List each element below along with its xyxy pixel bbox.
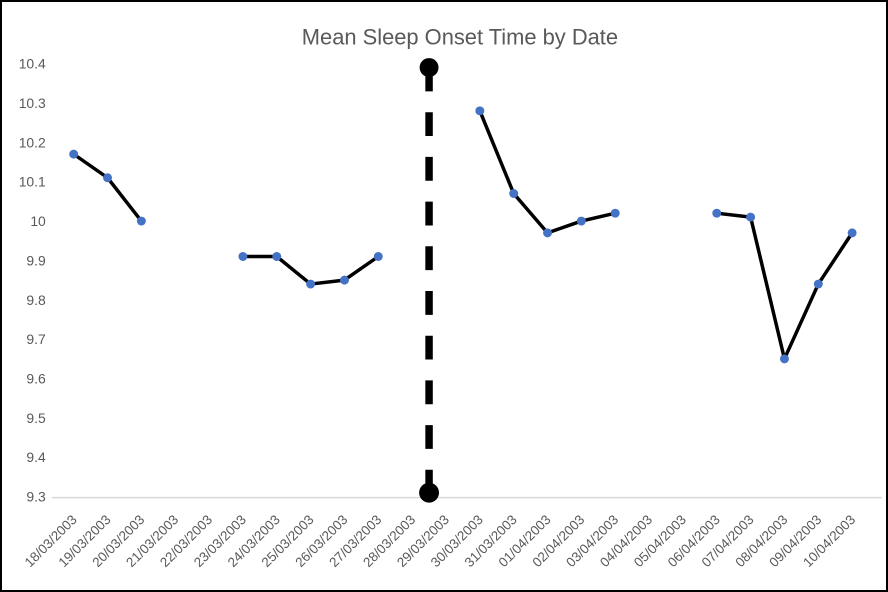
y-tick-label: 10.3 <box>19 95 46 111</box>
data-point-marker <box>746 212 756 222</box>
series-line-segment <box>715 211 854 361</box>
data-point-marker <box>69 149 79 159</box>
y-tick-label: 10.1 <box>19 174 46 190</box>
divider-top-dot <box>419 58 439 77</box>
series-line-segment <box>478 109 617 235</box>
data-point-marker <box>712 208 722 218</box>
data-point-marker <box>238 252 248 261</box>
data-point-marker <box>339 275 349 285</box>
y-tick-label: 9.4 <box>26 449 46 465</box>
y-tick-label: 9.9 <box>26 252 46 268</box>
data-point-marker <box>136 216 146 226</box>
y-tick-label: 9.5 <box>26 410 46 426</box>
y-tick-label: 9.3 <box>26 489 46 505</box>
data-point-marker <box>813 279 823 289</box>
y-tick-label: 10 <box>30 213 46 229</box>
y-tick-label: 9.8 <box>26 292 46 308</box>
data-point-marker <box>610 208 620 218</box>
series-line-segment <box>71 152 144 223</box>
data-point-marker <box>779 354 789 364</box>
data-point-marker <box>576 216 586 226</box>
data-point-marker <box>543 228 553 238</box>
series-layer <box>69 106 857 364</box>
data-point-marker <box>373 252 383 261</box>
y-tick-label: 9.7 <box>26 331 46 347</box>
divider-layer <box>419 58 440 503</box>
data-point-marker <box>272 252 282 261</box>
chart-title: Mean Sleep Onset Time by Date <box>302 25 618 50</box>
data-point-marker <box>103 173 113 183</box>
y-tick-label: 10.2 <box>19 134 46 150</box>
y-tick-label: 9.6 <box>26 371 46 387</box>
data-point-marker <box>509 189 519 198</box>
axes-layer: 10.410.310.210.1109.99.89.79.69.59.49.31… <box>19 56 883 570</box>
data-point-marker <box>847 228 857 238</box>
data-point-marker <box>306 279 316 289</box>
divider-bottom-dot <box>419 482 440 503</box>
y-tick-label: 10.4 <box>19 56 46 72</box>
data-point-marker <box>475 106 485 116</box>
